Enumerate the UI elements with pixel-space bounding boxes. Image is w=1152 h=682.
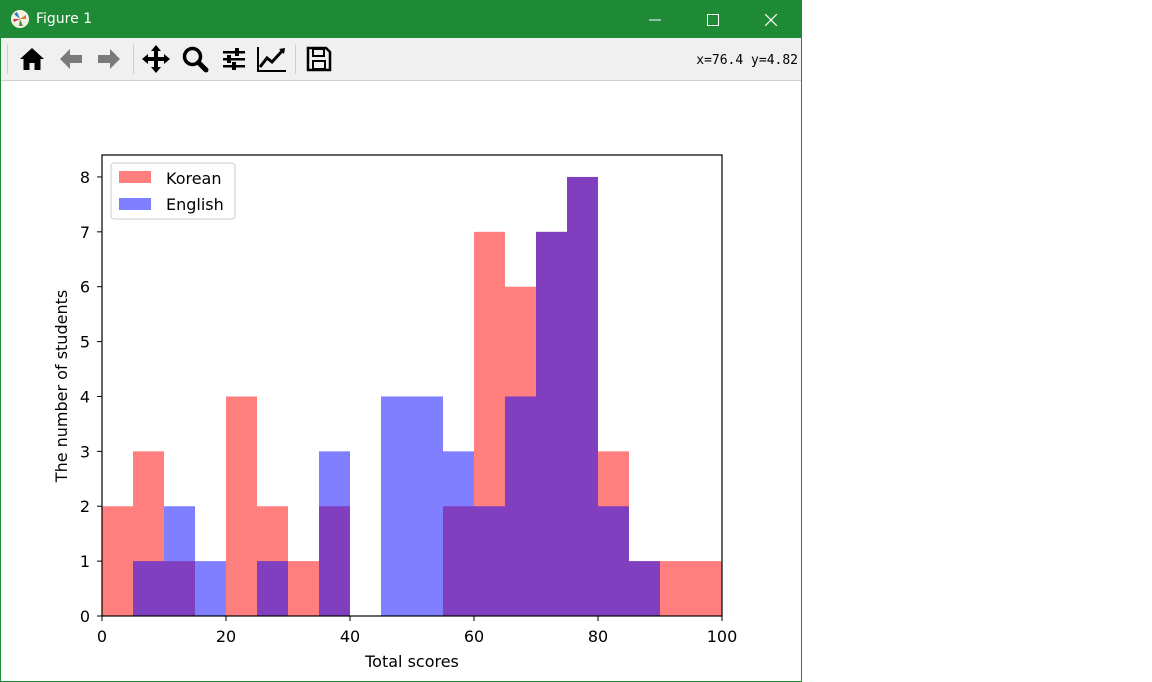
histogram-bar-english — [257, 561, 288, 616]
histogram-bar-korean — [226, 396, 257, 616]
x-axis-ticks: 0 20 40 60 80 100 — [97, 616, 737, 646]
axes-frame — [101, 154, 723, 617]
pan-button[interactable] — [139, 42, 173, 76]
minimize-button[interactable] — [626, 1, 684, 38]
home-button[interactable] — [15, 42, 49, 76]
back-button[interactable] — [54, 42, 88, 76]
save-button[interactable] — [302, 42, 336, 76]
figure-window: Figure 1 — [0, 0, 802, 682]
toolbar-grip — [7, 44, 8, 74]
window-title: Figure 1 — [36, 11, 93, 27]
back-arrow-icon — [60, 49, 82, 69]
edit-axis-icon — [257, 47, 286, 72]
minimize-icon — [649, 19, 661, 20]
histogram-bar-english — [195, 561, 226, 616]
legend-label-english: English — [166, 195, 224, 214]
save-icon — [306, 46, 332, 72]
histogram-bar-korean — [660, 561, 691, 616]
configure-subplots-button[interactable] — [217, 42, 251, 76]
histogram-bar-english — [536, 231, 567, 617]
histogram-bar-english — [412, 396, 443, 616]
y-tick-label: 8 — [80, 168, 90, 187]
y-tick-label: 1 — [80, 552, 90, 571]
forward-arrow-icon — [98, 49, 120, 69]
histogram-bar-korean — [102, 506, 133, 616]
x-tick-label: 40 — [340, 627, 360, 646]
close-icon — [765, 13, 777, 26]
title-bar[interactable]: Figure 1 — [1, 1, 801, 38]
home-icon — [20, 48, 44, 70]
y-tick-label: 2 — [80, 497, 90, 516]
y-axis-label: The number of students — [52, 290, 71, 483]
zoom-button[interactable] — [178, 42, 212, 76]
x-tick-label: 0 — [97, 627, 107, 646]
histogram-bar-english — [319, 451, 350, 616]
close-button[interactable] — [742, 1, 800, 38]
y-axis-ticks: 0 1 2 3 4 5 6 7 8 — [80, 168, 102, 626]
maximize-button[interactable] — [684, 1, 742, 38]
navigation-toolbar: x=76.4 y=4.82 — [1, 38, 801, 81]
histogram-bar-english — [164, 506, 195, 616]
zoom-icon — [182, 46, 209, 73]
forward-button[interactable] — [92, 42, 126, 76]
histogram-bar-english — [381, 396, 412, 616]
legend-swatch-english — [119, 198, 151, 210]
histogram-bar-korean — [288, 561, 319, 616]
y-tick-label: 3 — [80, 442, 90, 461]
histogram-bar-english — [598, 506, 629, 616]
x-tick-label: 100 — [707, 627, 738, 646]
figure-canvas[interactable]: 0 20 40 60 80 100 0 1 2 3 4 5 6 7 8 Total scores The … — [1, 81, 801, 681]
histogram-bar-english — [629, 561, 660, 616]
x-tick-label: 60 — [464, 627, 484, 646]
app-icon — [11, 10, 29, 28]
english-bars — [133, 176, 660, 617]
toolbar-separator — [133, 44, 134, 74]
histogram-bar-korean — [691, 561, 722, 616]
toolbar-separator — [295, 44, 296, 74]
histogram-bar-english — [443, 451, 474, 616]
histogram-bar-english — [567, 176, 598, 616]
y-tick-label: 4 — [80, 387, 90, 406]
x-tick-label: 80 — [588, 627, 608, 646]
y-tick-label: 0 — [80, 607, 90, 626]
x-tick-label: 20 — [216, 627, 236, 646]
edit-axis-button[interactable] — [255, 42, 289, 76]
cursor-coordinates: x=76.4 y=4.82 — [696, 53, 798, 68]
y-tick-label: 6 — [80, 278, 90, 297]
histogram-chart[interactable]: 0 20 40 60 80 100 0 1 2 3 4 5 6 7 8 Total scores The … — [1, 81, 801, 681]
histogram-bar-english — [133, 561, 164, 616]
y-tick-label: 7 — [80, 223, 90, 242]
histogram-bar-english — [474, 506, 505, 616]
histogram-bar-english — [505, 396, 536, 616]
legend-label-korean: Korean — [166, 169, 222, 188]
legend-swatch-korean — [119, 171, 151, 183]
subplots-config-icon — [223, 48, 245, 70]
maximize-icon — [707, 13, 719, 26]
legend: Korean English — [110, 162, 236, 220]
pan-icon — [142, 45, 170, 73]
y-tick-label: 5 — [80, 333, 90, 352]
x-axis-label: Total scores — [364, 652, 459, 671]
